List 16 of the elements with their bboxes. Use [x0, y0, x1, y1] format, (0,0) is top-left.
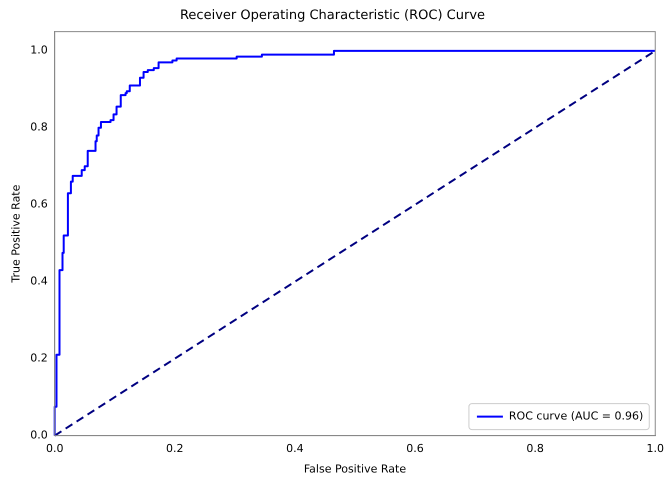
y-axis-title: True Positive Rate: [9, 184, 22, 284]
x-tick-label: 0.8: [526, 442, 544, 456]
y-tick-label: 0.6: [30, 198, 48, 211]
y-tick-label: 0.2: [30, 352, 48, 365]
chart-title: Receiver Operating Characteristic (ROC) Curve: [180, 8, 486, 24]
legend-label: ROC curve (AUC = 0.96): [508, 409, 644, 422]
x-tick-label: 0.4: [286, 442, 304, 456]
y-tick-label: 0.4: [30, 274, 48, 288]
x-tick-label: 0.6: [406, 442, 424, 456]
x-tick-label: 1.0: [646, 442, 664, 456]
x-axis-title: False Positive Rate: [304, 462, 406, 476]
x-tick-label: 0.2: [166, 442, 184, 456]
y-tick-label: 0.0: [30, 428, 48, 442]
x-tick-label: 0.0: [46, 442, 64, 456]
y-tick-label: 1.0: [30, 44, 48, 57]
y-tick-label: 0.8: [30, 120, 48, 134]
